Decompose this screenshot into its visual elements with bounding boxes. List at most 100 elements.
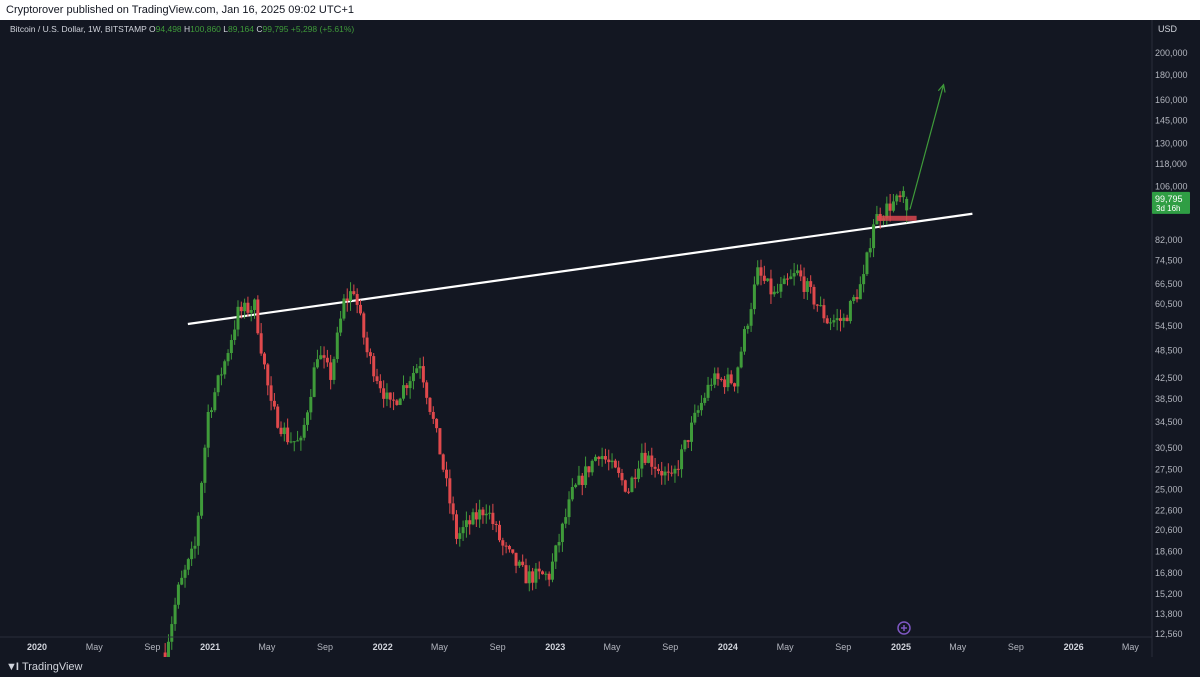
candle-body (637, 468, 641, 479)
candle-body (752, 284, 756, 310)
candle-body (779, 283, 783, 292)
price-tick-label: 34,500 (1155, 417, 1183, 427)
candle-body (756, 267, 760, 285)
candle-body (680, 449, 684, 470)
candle-body (246, 302, 250, 313)
candle-body (736, 367, 740, 387)
candle-body (713, 373, 717, 385)
candle-body (306, 412, 310, 425)
candle-body (461, 527, 465, 534)
candle-body (176, 584, 180, 605)
candle-body (312, 367, 316, 397)
footer-brand: TradingView (21, 661, 83, 673)
candle-body (349, 291, 353, 302)
candle-body (769, 278, 773, 295)
candle-body (630, 477, 634, 492)
projection-arrow-head (937, 83, 946, 93)
time-tick-label: 2025 (891, 642, 911, 652)
price-tick-label: 106,000 (1155, 181, 1188, 191)
candle-body (289, 441, 293, 443)
candle-body (358, 304, 362, 314)
candle-body (550, 561, 554, 580)
price-chart[interactable]: USD 200,000 180,000 160,000 145,000 130,000 11… (0, 20, 1200, 657)
candle-body (163, 652, 167, 657)
price-tick-label: 13,800 (1155, 609, 1183, 619)
candle-body (650, 455, 654, 467)
candle-body (683, 440, 687, 450)
candle-body (233, 329, 237, 341)
candle-body (742, 329, 746, 352)
candle-body (200, 482, 204, 516)
candle-body (239, 306, 243, 312)
candle-body (666, 471, 670, 473)
candle-body (782, 278, 786, 284)
candle-body (789, 276, 793, 279)
candle-body (693, 412, 697, 423)
candle-body (749, 309, 753, 326)
time-tick-label: 2024 (718, 642, 738, 652)
candle-body (610, 460, 614, 463)
candle-body (253, 299, 257, 311)
candle-body (891, 201, 895, 211)
candle-body (901, 190, 905, 198)
candle-body (733, 383, 737, 387)
candle-body (272, 400, 276, 407)
last-price-label: 99,795 (1155, 194, 1183, 204)
chart-area[interactable]: USD 200,000 180,000 160,000 145,000 130,000 11… (0, 20, 1200, 657)
candle-body (590, 460, 594, 473)
candle-body (795, 270, 799, 274)
publisher-bar: Cryptorover published on TradingView.com… (0, 0, 1200, 20)
time-tick-label: 2020 (27, 642, 47, 652)
candle-body (458, 533, 462, 539)
candle-body (848, 300, 852, 322)
resistance-trendline (187, 212, 973, 326)
candle-body (703, 397, 707, 403)
time-tick-label: 2021 (200, 642, 220, 652)
candle-body (362, 313, 366, 338)
candle-body (494, 524, 498, 526)
candle-body (852, 297, 856, 301)
candle-body (858, 284, 862, 300)
add-event-icon[interactable] (897, 621, 911, 635)
candle-body (468, 520, 472, 525)
candle-body (445, 469, 449, 479)
candle-body (415, 368, 419, 373)
candle-body (511, 549, 515, 553)
candle-body (829, 322, 833, 324)
candle-body (405, 385, 409, 389)
price-tick-label: 145,000 (1155, 116, 1188, 126)
candle-body (431, 411, 435, 419)
candle-body (428, 397, 432, 412)
tradingview-logo[interactable]: ▼I TradingView (6, 657, 83, 677)
time-tick-label: May (949, 642, 967, 652)
currency-label: USD (1158, 24, 1178, 34)
candle-body (729, 374, 733, 384)
candle-body (213, 392, 217, 411)
candle-body (315, 359, 319, 368)
price-tick-label: 54,500 (1155, 321, 1183, 331)
candle-body (554, 545, 558, 562)
candle-body (524, 565, 528, 584)
candle-body (594, 456, 598, 461)
candle-body (607, 459, 611, 463)
candle-body (587, 466, 591, 473)
candle-body (408, 381, 412, 389)
candle-body (236, 306, 240, 330)
time-tick-label: May (604, 642, 622, 652)
candle-body (646, 455, 650, 463)
candle-body (584, 466, 588, 486)
candle-body (471, 512, 475, 525)
candle-body (676, 468, 680, 470)
candle-body (256, 299, 260, 334)
price-tick-label: 20,600 (1155, 525, 1183, 535)
candle-body (402, 385, 406, 399)
candle-body (368, 352, 372, 357)
candle-body (696, 410, 700, 413)
candle-body (282, 427, 286, 435)
time-tick-label: May (258, 642, 276, 652)
candle-body (454, 514, 458, 539)
candle-body (888, 203, 892, 211)
candle-body (319, 355, 323, 360)
candle-body (617, 467, 621, 473)
candle-body (709, 384, 713, 386)
